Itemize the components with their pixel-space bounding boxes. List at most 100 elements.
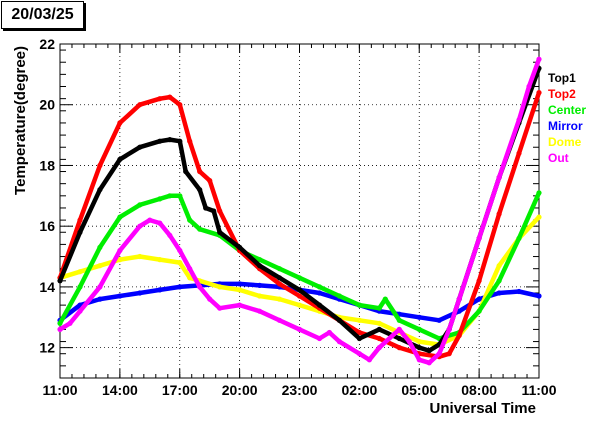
data-point xyxy=(536,90,542,96)
data-point xyxy=(117,247,123,254)
data-point xyxy=(237,281,243,287)
y-tick-label: 14 xyxy=(39,279,55,295)
x-tick-label: 17:00 xyxy=(162,382,198,398)
data-point xyxy=(57,326,63,332)
data-point xyxy=(356,317,362,323)
data-point xyxy=(77,308,83,314)
data-point xyxy=(396,326,402,332)
data-point xyxy=(187,217,193,223)
data-point xyxy=(117,257,123,263)
data-point xyxy=(177,284,183,290)
data-point xyxy=(316,284,323,290)
data-point xyxy=(197,284,203,290)
data-point xyxy=(356,335,362,342)
data-point xyxy=(316,335,323,342)
data-point xyxy=(211,208,217,214)
data-point xyxy=(67,320,73,326)
data-point xyxy=(382,296,388,302)
data-point xyxy=(396,317,402,323)
legend: Top1 Top2 Center Mirror Dome Out xyxy=(548,71,586,165)
data-point xyxy=(177,193,183,199)
data-point xyxy=(416,339,422,345)
data-point xyxy=(257,263,263,269)
data-point xyxy=(137,144,143,150)
data-point xyxy=(476,296,482,302)
data-point xyxy=(476,308,482,314)
data-point xyxy=(197,226,203,232)
legend-entry-top2: Top2 xyxy=(548,87,576,101)
legend-entry-out: Out xyxy=(548,151,569,165)
data-point xyxy=(336,339,342,345)
y-tick-label: 18 xyxy=(39,157,55,173)
data-point xyxy=(376,345,382,351)
data-point xyxy=(536,56,542,62)
data-point xyxy=(276,266,283,272)
data-point xyxy=(296,287,303,293)
data-point xyxy=(296,293,303,299)
data-point xyxy=(97,263,103,269)
data-point xyxy=(187,138,193,144)
data-point xyxy=(97,244,103,250)
y-tick-label: 16 xyxy=(39,218,55,234)
data-point xyxy=(157,196,163,202)
data-point xyxy=(276,281,283,287)
x-tick-label: 14:00 xyxy=(102,382,138,398)
data-point xyxy=(217,284,223,290)
data-point xyxy=(366,357,372,363)
data-point xyxy=(117,293,123,299)
data-point xyxy=(97,162,103,169)
data-point xyxy=(157,220,163,226)
data-point xyxy=(516,288,522,295)
data-point xyxy=(296,302,303,308)
data-point xyxy=(157,287,163,293)
data-point xyxy=(376,320,382,326)
data-point xyxy=(137,202,143,208)
data-point xyxy=(167,94,173,100)
data-point xyxy=(177,102,183,108)
y-tick-label: 12 xyxy=(39,340,55,356)
data-point xyxy=(217,208,223,214)
data-point xyxy=(316,302,323,308)
data-point xyxy=(356,329,362,336)
data-point xyxy=(57,320,63,326)
data-point xyxy=(496,290,502,296)
data-point xyxy=(203,205,209,211)
data-point xyxy=(257,282,263,288)
data-point xyxy=(97,187,103,193)
data-point xyxy=(187,266,193,272)
legend-entry-top1: Top1 xyxy=(548,71,576,85)
data-point xyxy=(436,351,442,357)
data-point xyxy=(516,117,522,123)
data-point xyxy=(207,178,213,184)
data-point xyxy=(217,229,223,235)
data-point xyxy=(356,351,362,357)
data-point xyxy=(516,150,522,156)
data-point xyxy=(376,335,382,342)
data-point xyxy=(436,317,442,323)
data-point xyxy=(496,278,502,284)
data-point xyxy=(117,120,123,126)
data-point xyxy=(296,326,303,332)
x-tick-label: 23:00 xyxy=(282,382,318,398)
data-point xyxy=(187,275,193,281)
data-point xyxy=(396,335,402,342)
data-point xyxy=(257,257,263,263)
data-point xyxy=(167,232,173,238)
data-point xyxy=(77,217,83,223)
data-point xyxy=(183,168,189,175)
data-point xyxy=(426,360,432,366)
data-point xyxy=(207,296,213,302)
data-point xyxy=(167,137,173,143)
data-point xyxy=(237,244,243,250)
data-point xyxy=(376,305,382,311)
data-point xyxy=(416,326,422,332)
data-point xyxy=(526,83,532,90)
chart-title: 20/03/25 xyxy=(1,1,84,29)
data-point xyxy=(446,326,452,332)
data-point xyxy=(177,247,183,254)
data-point xyxy=(157,257,163,263)
data-point xyxy=(446,351,452,357)
data-point xyxy=(496,175,502,181)
data-point xyxy=(456,332,462,339)
